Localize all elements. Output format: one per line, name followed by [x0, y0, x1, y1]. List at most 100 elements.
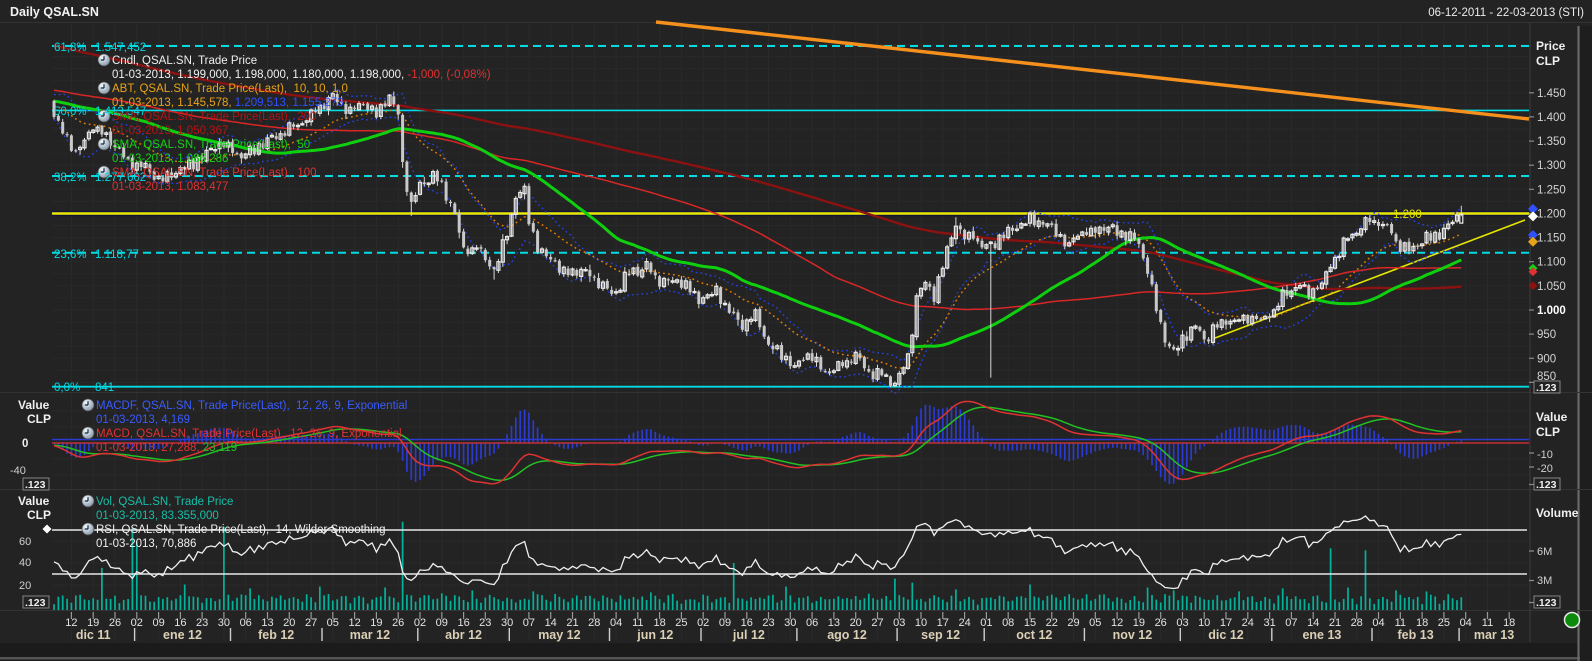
svg-text:Vol, QSAL.SN, Trade Price: Vol, QSAL.SN, Trade Price — [96, 496, 233, 508]
svg-text:23: 23 — [479, 617, 491, 629]
svg-text:22: 22 — [1046, 617, 1058, 629]
svg-text:06: 06 — [806, 617, 818, 629]
svg-text:09: 09 — [436, 617, 448, 629]
svg-text:dic 11: dic 11 — [76, 628, 111, 642]
svg-text:10: 10 — [915, 617, 927, 629]
svg-text:26: 26 — [109, 617, 121, 629]
svg-text:feb 12: feb 12 — [258, 628, 294, 642]
svg-text:31: 31 — [1263, 617, 1275, 629]
svg-text:-20: -20 — [1537, 463, 1553, 475]
svg-text:Volume: Volume — [1536, 506, 1579, 520]
svg-text:03: 03 — [893, 617, 905, 629]
svg-text:01-03-2013, 1.086,286: 01-03-2013, 1.086,286 — [112, 153, 228, 165]
svg-text:jul 12: jul 12 — [732, 628, 765, 642]
svg-text:SMA, QSAL.SN, Trade Price(Last: SMA, QSAL.SN, Trade Price(Last), 200 — [112, 111, 317, 123]
svg-text:07: 07 — [523, 617, 535, 629]
svg-text:.123: .123 — [1536, 479, 1557, 491]
svg-text:06: 06 — [240, 617, 252, 629]
svg-text:20: 20 — [850, 617, 862, 629]
svg-text:1.413,547: 1.413,547 — [95, 106, 146, 118]
svg-text:13: 13 — [828, 617, 840, 629]
svg-text:21: 21 — [1329, 617, 1341, 629]
svg-text:02: 02 — [414, 617, 426, 629]
svg-text:20: 20 — [283, 617, 295, 629]
svg-text:01-03-2013, 70,886: 01-03-2013, 70,886 — [96, 538, 196, 550]
svg-text:11: 11 — [632, 617, 643, 629]
svg-text:RSI, QSAL.SN, Trade Price(Last: RSI, QSAL.SN, Trade Price(Last), 14, Wil… — [96, 524, 386, 536]
svg-text:CLP: CLP — [27, 412, 51, 426]
svg-text:12: 12 — [1111, 617, 1123, 629]
svg-text:19: 19 — [370, 617, 382, 629]
svg-text:850: 850 — [1537, 371, 1556, 383]
svg-text:17: 17 — [937, 617, 949, 629]
svg-text:6M: 6M — [1537, 546, 1552, 558]
svg-text:Value: Value — [18, 494, 50, 508]
svg-text:oct 12: oct 12 — [1016, 628, 1052, 642]
svg-text:24: 24 — [958, 617, 970, 629]
svg-text:14: 14 — [1307, 617, 1319, 629]
svg-text:1.150: 1.150 — [1537, 233, 1566, 245]
svg-text:950: 950 — [1537, 329, 1556, 341]
svg-text:1.350: 1.350 — [1537, 136, 1566, 148]
svg-text:12: 12 — [65, 617, 77, 629]
svg-text:1.200: 1.200 — [1393, 209, 1422, 221]
svg-text:.123: .123 — [1536, 382, 1557, 394]
svg-text:29: 29 — [1067, 617, 1079, 629]
svg-text:sep 12: sep 12 — [921, 628, 960, 642]
svg-text:01-03-2013, 1.050,367: 01-03-2013, 1.050,367 — [112, 125, 228, 137]
svg-text:-10: -10 — [1537, 449, 1553, 461]
svg-text:27: 27 — [305, 617, 317, 629]
svg-text:1.200: 1.200 — [1537, 209, 1566, 221]
svg-text:01-03-2013, 1.199,000, 1.198,0: 01-03-2013, 1.199,000, 1.198,000, 1.180,… — [112, 69, 491, 81]
svg-text:30: 30 — [501, 617, 513, 629]
svg-text:11: 11 — [1395, 617, 1406, 629]
svg-text:Price: Price — [1536, 39, 1566, 53]
svg-text:08: 08 — [1002, 617, 1014, 629]
svg-text:28: 28 — [588, 617, 600, 629]
svg-text:15: 15 — [1024, 617, 1036, 629]
svg-text:Daily QSAL.SN: Daily QSAL.SN — [10, 5, 99, 19]
svg-text:MACD, QSAL.SN, Trade Price(Las: MACD, QSAL.SN, Trade Price(Last), 12, 26… — [96, 428, 402, 440]
svg-text:MACDF, QSAL.SN, Trade Price(La: MACDF, QSAL.SN, Trade Price(Last), 12, 2… — [96, 400, 407, 412]
svg-text:SMA, QSAL.SN, Trade Price(Last: SMA, QSAL.SN, Trade Price(Last), 100 — [112, 167, 317, 179]
svg-text:01-03-2013, 27,288, 23,119: 01-03-2013, 27,288, 23,119 — [96, 442, 237, 454]
svg-text:0,0%: 0,0% — [54, 382, 80, 394]
svg-text:01: 01 — [980, 617, 992, 629]
svg-text:1.000: 1.000 — [1537, 305, 1566, 317]
svg-text:30: 30 — [784, 617, 796, 629]
svg-text:13: 13 — [261, 617, 273, 629]
svg-text:01-03-2013, 1.145,578, 1.209,5: 01-03-2013, 1.145,578, 1.209,513, 1.155,… — [112, 97, 343, 109]
svg-text:09: 09 — [152, 617, 164, 629]
svg-text:16: 16 — [457, 617, 469, 629]
svg-text:20: 20 — [19, 580, 31, 592]
svg-text:60: 60 — [19, 536, 31, 548]
svg-text:841: 841 — [95, 382, 114, 394]
svg-text:11: 11 — [1482, 617, 1493, 629]
svg-text:.123: .123 — [1536, 597, 1557, 609]
svg-text:0: 0 — [22, 438, 28, 450]
svg-text:05: 05 — [327, 617, 339, 629]
svg-text:SMA, QSAL.SN, Trade Price(Last: SMA, QSAL.SN, Trade Price(Last), 50 — [112, 139, 310, 151]
svg-text:16: 16 — [174, 617, 186, 629]
svg-text:24: 24 — [1242, 617, 1254, 629]
svg-text:1.277,602: 1.277,602 — [95, 172, 146, 184]
svg-text:ABT, QSAL.SN, Trade Price(Last: ABT, QSAL.SN, Trade Price(Last), 10, 10,… — [112, 83, 348, 95]
svg-text:06-12-2011 - 22-03-2013 (STI): 06-12-2011 - 22-03-2013 (STI) — [1428, 7, 1584, 19]
svg-text:1.250: 1.250 — [1537, 184, 1566, 196]
svg-text:04: 04 — [1460, 617, 1472, 629]
svg-text:1.100: 1.100 — [1537, 257, 1566, 269]
svg-text:23: 23 — [762, 617, 774, 629]
svg-text:nov 12: nov 12 — [1113, 628, 1153, 642]
svg-text:ene 13: ene 13 — [1302, 628, 1341, 642]
svg-text:16: 16 — [741, 617, 753, 629]
svg-text:19: 19 — [1133, 617, 1145, 629]
svg-text:25: 25 — [1438, 617, 1450, 629]
svg-text:02: 02 — [131, 617, 143, 629]
svg-text:.123: .123 — [25, 479, 46, 491]
svg-text:Value: Value — [18, 398, 50, 412]
svg-text:05: 05 — [1089, 617, 1101, 629]
svg-text:1.050: 1.050 — [1537, 281, 1566, 293]
svg-text:17: 17 — [1220, 617, 1232, 629]
svg-text:26: 26 — [1155, 617, 1167, 629]
svg-text:jun 12: jun 12 — [636, 628, 673, 642]
